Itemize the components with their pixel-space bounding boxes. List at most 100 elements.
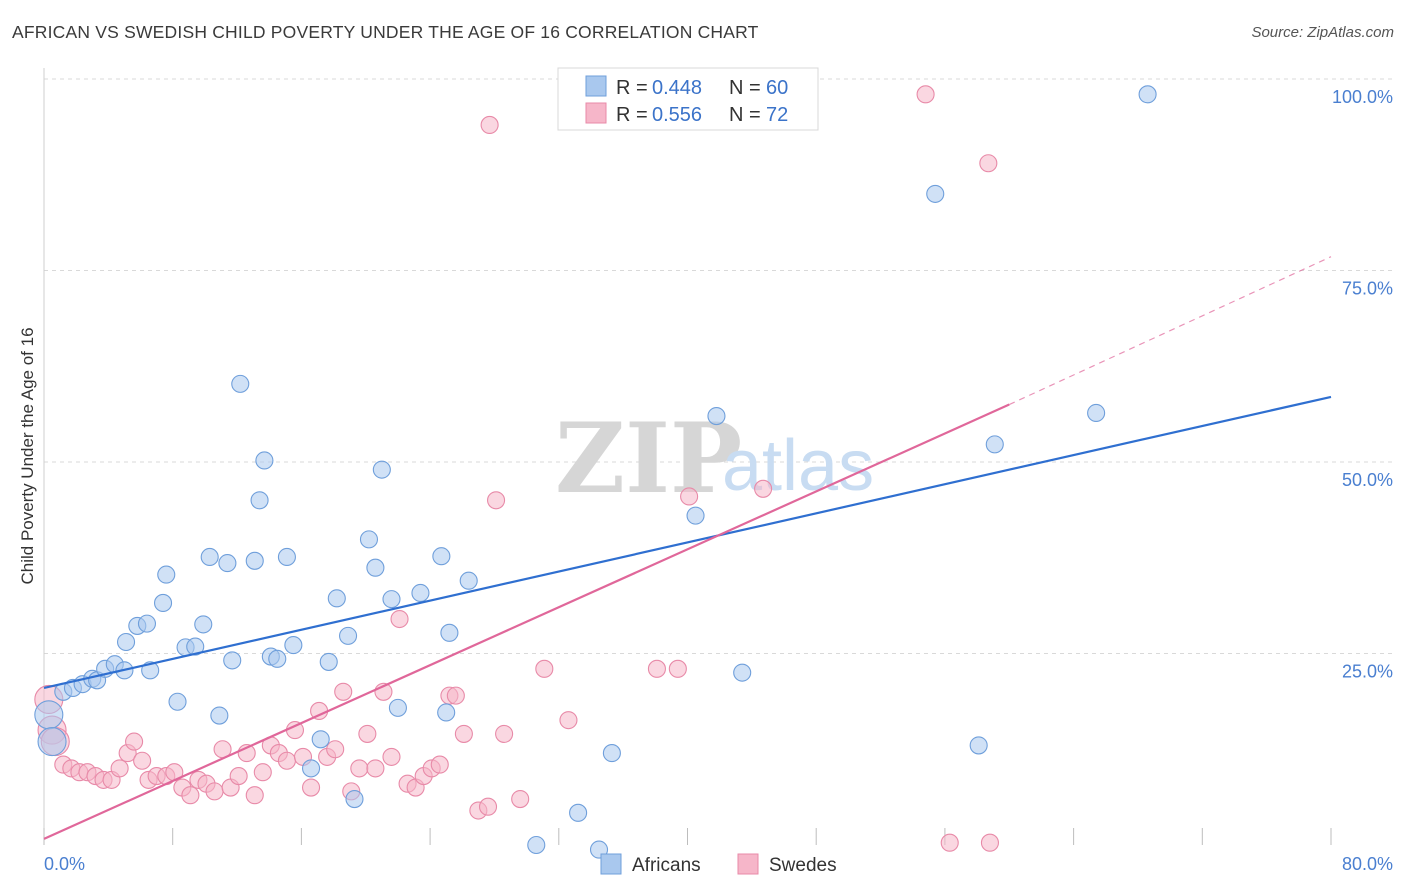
- legend-swatch-africans: [585, 75, 607, 97]
- swedes-point: [940, 833, 959, 852]
- swedes-point: [245, 786, 264, 805]
- swedes-point: [358, 724, 377, 743]
- swedes-point: [668, 659, 687, 678]
- swedes-point: [326, 740, 345, 759]
- bottom-legend-swatch-swedes: [737, 853, 759, 875]
- source-label: Source: ZipAtlas.com: [1251, 24, 1394, 41]
- legend-swedes-n-value: 72: [766, 104, 788, 126]
- legend-africans-r-value: 0.448: [652, 77, 702, 99]
- y-tick-label: 100.0%: [1332, 87, 1393, 107]
- x-tick-label: 0.0%: [44, 854, 85, 874]
- swedes-point: [480, 115, 499, 135]
- y-tick-label: 25.0%: [1342, 662, 1393, 682]
- swedes-point: [366, 759, 385, 778]
- swedes-trend-extension: [1008, 256, 1332, 406]
- swedes-point: [916, 85, 935, 104]
- legend-swedes-r-value: 0.556: [652, 104, 702, 126]
- watermark: ZIP atlas: [555, 402, 874, 515]
- africans-trend-line: [43, 395, 1332, 690]
- x-tick-label: 80.0%: [1342, 854, 1393, 874]
- africans-point: [686, 506, 705, 525]
- africans-point: [231, 374, 250, 393]
- africans-point: [223, 651, 242, 670]
- africans-point: [411, 583, 430, 603]
- swedes-point: [229, 767, 248, 786]
- swedes-point: [181, 786, 200, 805]
- swedes-point: [205, 782, 224, 801]
- legend-swedes-n-label: N =: [729, 104, 761, 126]
- grid-layer: [44, 78, 1395, 654]
- africans-point: [388, 698, 407, 717]
- swedes-point: [495, 724, 514, 743]
- swedes-point: [277, 751, 296, 770]
- africans-point: [37, 727, 67, 757]
- africans-point: [707, 406, 726, 426]
- chart-title: AFRICAN VS SWEDISH CHILD POVERTY UNDER T…: [12, 22, 759, 42]
- africans-point: [459, 571, 478, 590]
- africans-point: [186, 637, 205, 656]
- africans-point: [141, 661, 160, 680]
- africans-point: [116, 632, 136, 652]
- swedes-trend-line: [43, 403, 1010, 840]
- africans-point: [733, 663, 752, 682]
- y-tick-label: 75.0%: [1342, 279, 1393, 299]
- africans-point: [311, 730, 330, 749]
- legend-box: R = 0.448 N = 60 R = 0.556 N = 72: [557, 67, 819, 131]
- africans-point: [194, 615, 213, 634]
- swedes-point: [382, 747, 401, 766]
- africans-point: [602, 744, 621, 763]
- swedes-point: [125, 732, 144, 751]
- africans-point: [245, 551, 264, 570]
- africans-point: [218, 554, 237, 573]
- africans-point: [34, 700, 64, 730]
- swedes-point: [487, 491, 506, 510]
- bottom-legend: Africans Swedes: [600, 853, 837, 876]
- legend-africans-r-label: R =: [616, 77, 648, 99]
- africans-point: [168, 692, 187, 711]
- bottom-legend-africans: Africans: [632, 855, 701, 876]
- swedes-point: [446, 686, 465, 705]
- africans-point: [268, 649, 287, 668]
- africans-point: [345, 789, 364, 809]
- africans-point: [327, 589, 346, 608]
- swedes-point: [511, 789, 530, 809]
- swedes-point: [390, 609, 409, 629]
- africans-point: [1138, 85, 1157, 104]
- swedes-point: [302, 778, 321, 797]
- legend-africans-n-value: 60: [766, 77, 788, 99]
- africans-point: [372, 460, 391, 479]
- africans-point: [200, 547, 219, 567]
- swedes-point: [979, 154, 998, 173]
- swedes-point: [350, 759, 369, 778]
- africans-point: [284, 636, 303, 655]
- africans-point: [969, 736, 988, 755]
- swedes-point: [647, 659, 666, 678]
- y-tick-label: 50.0%: [1342, 470, 1393, 490]
- africans-point: [157, 565, 176, 584]
- axis-layer: 25.0% 50.0% 75.0% 100.0% 0.0% 80.0%: [43, 68, 1393, 874]
- africans-point: [210, 706, 229, 725]
- swedes-point: [133, 751, 152, 770]
- swedes-point: [253, 763, 272, 782]
- swedes-point: [680, 487, 699, 506]
- y-axis-label: Child Poverty Under the Age of 16: [18, 327, 37, 584]
- swedes-point: [110, 759, 129, 778]
- swedes-point: [535, 659, 554, 678]
- africans-point: [527, 835, 546, 855]
- africans-point: [926, 184, 945, 203]
- africans-point: [302, 759, 321, 778]
- bottom-legend-swatch-africans: [600, 853, 622, 875]
- legend-africans-n-label: N =: [729, 77, 761, 99]
- trend-layer: [43, 256, 1332, 840]
- legend-swatch-swedes: [585, 102, 607, 124]
- swedes-point: [430, 755, 449, 774]
- africans-point: [366, 558, 385, 577]
- africans-point: [277, 547, 296, 567]
- africans-point: [382, 590, 401, 609]
- swedes-point: [980, 833, 999, 852]
- africans-point: [319, 652, 338, 671]
- swedes-point: [559, 711, 578, 730]
- legend-swedes-r-label: R =: [616, 104, 648, 126]
- watermark-atlas: atlas: [722, 426, 874, 506]
